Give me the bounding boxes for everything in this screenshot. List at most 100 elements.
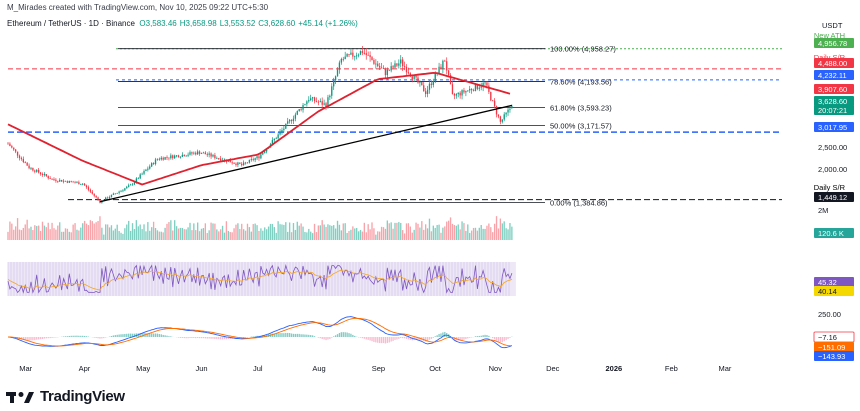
candle-body bbox=[377, 63, 379, 67]
volume-bar bbox=[310, 231, 312, 240]
candle-body bbox=[24, 162, 26, 163]
volume-bar bbox=[212, 223, 214, 240]
volume-bar bbox=[120, 232, 122, 240]
candle-body bbox=[323, 103, 325, 105]
volume-bar bbox=[340, 230, 343, 240]
volume-bar bbox=[162, 232, 164, 240]
volume-bar bbox=[172, 230, 174, 240]
volume-bar bbox=[313, 223, 316, 240]
candle-body bbox=[277, 134, 279, 139]
candle-body bbox=[124, 188, 126, 191]
time-axis-label: Oct bbox=[429, 364, 442, 373]
volume-bar bbox=[133, 229, 136, 240]
candle-body bbox=[135, 178, 138, 183]
volume-bar bbox=[478, 227, 480, 240]
candle-body bbox=[131, 184, 134, 186]
macd-histogram-bar bbox=[145, 333, 147, 337]
macd-histogram-bar bbox=[367, 337, 369, 340]
volume-bar bbox=[444, 226, 446, 240]
candle-body bbox=[304, 104, 306, 106]
volume-bar bbox=[252, 224, 254, 240]
candle-body bbox=[279, 131, 281, 135]
macd-histogram-bar bbox=[407, 337, 410, 340]
volume-bar bbox=[461, 221, 463, 240]
macd-histogram-bar bbox=[308, 334, 310, 337]
candle-body bbox=[162, 157, 164, 160]
macd-histogram-bar bbox=[160, 334, 162, 337]
candle-body bbox=[147, 168, 149, 170]
volume-bar bbox=[206, 233, 208, 240]
volume-bar bbox=[421, 221, 423, 240]
volume-bar bbox=[490, 227, 492, 240]
macd-histogram-bar bbox=[321, 337, 323, 339]
candle-body bbox=[47, 176, 49, 179]
volume-bar bbox=[405, 223, 408, 240]
volume-bar bbox=[11, 223, 13, 240]
volume-bar bbox=[108, 227, 111, 240]
candle-body bbox=[145, 169, 147, 172]
volume-bar bbox=[219, 229, 222, 240]
volume-bar bbox=[325, 227, 327, 240]
candle-body bbox=[193, 152, 195, 154]
candle-body bbox=[392, 66, 394, 68]
volume-bar bbox=[333, 225, 335, 240]
price-tick-label: 250.00 bbox=[818, 310, 841, 319]
candle-body bbox=[168, 157, 170, 159]
volume-bar bbox=[507, 229, 509, 240]
macd-histogram-bar bbox=[110, 335, 113, 337]
candle-body bbox=[120, 190, 122, 192]
volume-bar bbox=[191, 230, 193, 240]
volume-bar bbox=[486, 225, 488, 240]
candle-body bbox=[357, 54, 360, 56]
volume-bar bbox=[235, 224, 237, 240]
candle-body bbox=[400, 59, 402, 64]
candle-body bbox=[126, 186, 128, 189]
candle-body bbox=[265, 148, 268, 152]
candle-body bbox=[365, 53, 367, 55]
macd-histogram-bar bbox=[273, 333, 275, 337]
candle-body bbox=[18, 155, 21, 158]
candle-body bbox=[105, 197, 107, 201]
volume-bar bbox=[158, 231, 161, 240]
macd-histogram-bar bbox=[287, 332, 289, 337]
candle-body bbox=[57, 180, 59, 182]
volume-bar bbox=[480, 225, 482, 240]
macd-histogram-bar bbox=[352, 334, 354, 337]
volume-bar bbox=[147, 222, 149, 240]
macd-histogram-bar bbox=[74, 335, 76, 337]
volume-bar bbox=[26, 219, 28, 240]
volume-bar bbox=[396, 222, 398, 240]
macd-histogram-bar bbox=[49, 337, 51, 339]
candle-body bbox=[453, 93, 456, 96]
volume-bar bbox=[492, 232, 494, 240]
time-axis-label: Sep bbox=[372, 364, 385, 373]
price-tag-label: 4,232.11 bbox=[818, 71, 847, 80]
volume-bar bbox=[93, 223, 95, 240]
macd-histogram-bar bbox=[133, 333, 136, 337]
price-tick-label: 2,000.00 bbox=[818, 165, 847, 174]
volume-bar bbox=[20, 230, 23, 240]
volume-bar bbox=[66, 228, 69, 240]
volume-bar bbox=[39, 230, 42, 240]
candle-body bbox=[152, 163, 155, 165]
candle-body bbox=[200, 153, 203, 155]
candle-body bbox=[106, 197, 109, 199]
volume-bar bbox=[143, 224, 145, 240]
candle-body bbox=[28, 165, 30, 169]
macd-histogram-bar bbox=[181, 337, 184, 338]
candle-body bbox=[11, 146, 13, 148]
volume-bar bbox=[198, 231, 201, 240]
volume-bar bbox=[41, 221, 44, 240]
macd-histogram-bar bbox=[47, 337, 49, 339]
volume-bar bbox=[384, 228, 387, 240]
volume-bar bbox=[76, 229, 78, 240]
macd-histogram-bar bbox=[152, 333, 155, 337]
macd-histogram-bar bbox=[141, 333, 143, 337]
candle-body bbox=[158, 158, 161, 160]
macd-histogram-bar bbox=[319, 337, 321, 339]
macd-histogram-bar bbox=[354, 335, 356, 337]
macd-histogram-bar bbox=[390, 337, 392, 342]
volume-bar bbox=[403, 233, 406, 240]
trading-chart[interactable]: 100.00% (4,958.27) 78.60% (4,193.56) 61.80… bbox=[0, 0, 860, 390]
macd-histogram-bar bbox=[154, 333, 157, 337]
